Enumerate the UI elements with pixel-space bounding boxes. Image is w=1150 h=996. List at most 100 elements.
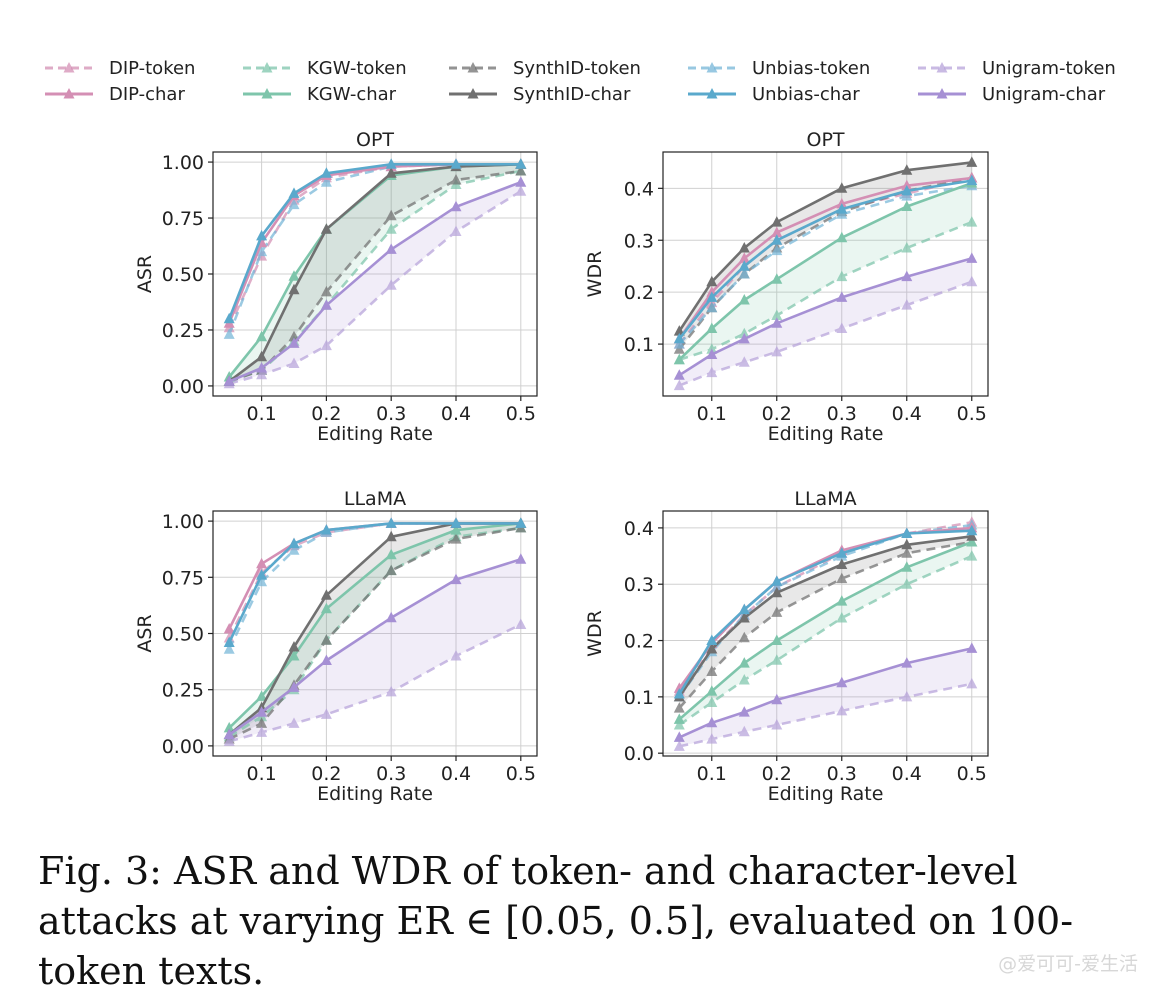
data-point (450, 650, 462, 661)
data-point (836, 203, 848, 214)
legend-marker (63, 62, 75, 73)
data-point (966, 275, 978, 287)
data-point (771, 234, 783, 245)
data-point (515, 553, 527, 564)
y-tick-label: 1.00 (162, 511, 204, 533)
data-point (256, 690, 268, 701)
series-unigram-token (223, 618, 527, 746)
data-point (966, 536, 978, 547)
data-point (836, 704, 848, 716)
data-point (706, 716, 718, 728)
shaded-band (229, 559, 521, 742)
data-point (223, 375, 235, 386)
data-point (450, 225, 462, 236)
data-point (836, 558, 848, 569)
y-tick-label: 0.3 (624, 574, 654, 596)
chart-title: LLaMA (794, 488, 856, 510)
x-tick-label: 0.3 (827, 403, 857, 425)
data-point (966, 550, 978, 561)
data-point (901, 657, 913, 668)
data-point (288, 717, 300, 728)
data-point (256, 368, 268, 380)
data-point (966, 252, 978, 263)
x-tick-label: 0.1 (697, 763, 727, 785)
data-point (771, 244, 783, 256)
chart-title: OPT (356, 129, 394, 151)
x-tick-label: 0.1 (246, 403, 276, 425)
data-point (223, 721, 235, 733)
shaded-band (679, 258, 972, 386)
y-tick-label: 0.1 (624, 334, 654, 356)
data-point (320, 176, 332, 187)
data-point (706, 665, 718, 676)
data-point (966, 530, 978, 541)
y-axis-label: ASR (134, 255, 156, 293)
data-point (771, 586, 783, 598)
data-point (738, 657, 750, 668)
y-tick-label: 0.50 (162, 264, 204, 286)
data-point (706, 291, 718, 302)
legend-marker (261, 88, 273, 99)
x-axis-label: Editing Rate (317, 783, 433, 805)
legend-entry: Unigram-token (918, 58, 1116, 79)
x-tick-label: 0.5 (957, 763, 987, 785)
data-point (771, 216, 783, 227)
data-point (966, 174, 978, 186)
data-point (706, 685, 718, 696)
data-point (515, 176, 527, 187)
series-unbias-char (673, 174, 978, 344)
data-point (385, 279, 397, 290)
data-point (288, 681, 300, 692)
data-point (836, 612, 848, 623)
data-point (385, 167, 397, 178)
x-tick-label: 0.2 (311, 403, 341, 425)
data-point (738, 603, 750, 615)
data-point (385, 685, 397, 697)
y-axis-label: WDR (584, 610, 606, 657)
data-point (385, 158, 397, 169)
y-tick-label: 0.4 (624, 178, 654, 200)
data-point (385, 243, 397, 254)
y-tick-label: 0.4 (624, 518, 654, 540)
series-unigram-token (673, 677, 978, 751)
y-tick-label: 0.1 (624, 687, 654, 709)
legend-entry: SynthID-char (449, 84, 631, 105)
data-point (256, 569, 268, 580)
data-point (256, 726, 268, 737)
shaded-band (229, 182, 521, 384)
x-axis-label: Editing Rate (768, 423, 884, 445)
data-point (836, 572, 848, 584)
data-point (836, 291, 848, 302)
data-point (673, 719, 685, 730)
y-tick-label: 0.2 (624, 631, 654, 653)
series-kgw-char (673, 536, 978, 724)
legend: DIP-token DIP-char KGW-token KGW-char SynthI… (45, 58, 1116, 105)
x-tick-label: 0.1 (246, 763, 276, 785)
data-point (836, 182, 848, 193)
data-point (450, 533, 462, 544)
data-point (771, 606, 783, 617)
series-synthid-char (673, 156, 978, 336)
data-point (288, 357, 300, 368)
data-point (966, 677, 978, 689)
x-tick-label: 0.4 (892, 763, 922, 785)
legend-entry: Unbias-token (688, 58, 870, 79)
data-point (706, 696, 718, 707)
data-point (966, 524, 978, 536)
legend-marker (467, 88, 479, 99)
data-point (223, 735, 235, 746)
data-point (706, 348, 718, 359)
data-point (738, 268, 750, 279)
data-point (901, 299, 913, 310)
x-tick-label: 0.3 (376, 763, 406, 785)
data-point (288, 337, 300, 348)
x-axis-label: Editing Rate (317, 423, 433, 445)
data-point (450, 524, 462, 535)
data-point (836, 595, 848, 606)
legend-entry: Unbias-char (688, 84, 860, 105)
data-point (223, 328, 235, 339)
x-tick-label: 0.4 (441, 763, 471, 785)
data-point (256, 557, 268, 569)
data-point (288, 537, 300, 549)
y-tick-label: 0.25 (162, 320, 204, 342)
